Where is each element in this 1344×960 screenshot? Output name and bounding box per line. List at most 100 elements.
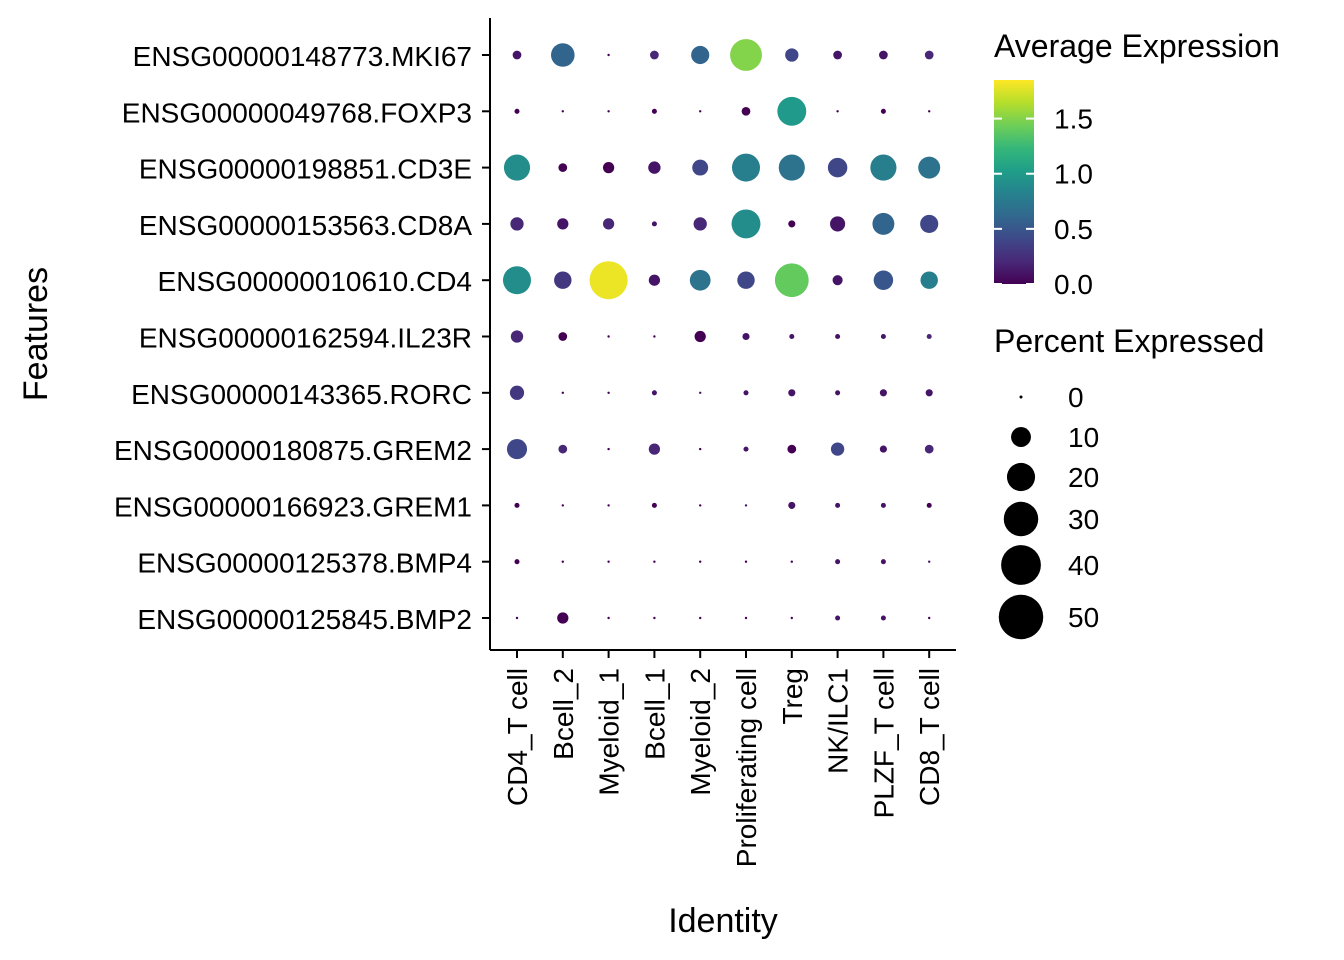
dot-point (512, 50, 522, 60)
dot-point (918, 156, 941, 179)
y-axis-title: Features (17, 267, 55, 401)
size-legend-dot (1006, 462, 1036, 492)
dot-point (924, 444, 934, 454)
color-legend-label: 0.5 (1054, 214, 1093, 245)
dot-point (790, 616, 793, 620)
dot-point (699, 616, 702, 620)
y-tick-label: ENSG00000198851.CD3E (139, 154, 472, 185)
size-legend-label: 20 (1068, 462, 1099, 493)
dot-point (558, 163, 568, 172)
dot-point (602, 218, 615, 230)
x-tick-label: Bcell_1 (639, 668, 670, 760)
size-legend-label: 50 (1068, 602, 1099, 633)
dot-point (607, 616, 610, 620)
dot-point (926, 333, 932, 340)
dot-point (778, 154, 805, 181)
dot-point (561, 504, 564, 507)
x-tick-label: Treg (777, 668, 808, 725)
plot-axes (489, 18, 956, 651)
dot-point (694, 330, 706, 343)
dot-point (561, 110, 564, 113)
dot-point (880, 615, 886, 621)
dot-point (699, 504, 702, 507)
dot-point (744, 504, 748, 507)
dot-point (506, 439, 528, 460)
x-tick-label: CD8_T cell (914, 668, 945, 806)
dot-point (558, 332, 568, 341)
dot-point (873, 270, 894, 290)
dot-point (788, 220, 796, 228)
dot-point (744, 560, 748, 563)
y-tick-label: ENSG00000143365.RORC (131, 379, 472, 410)
dot-point (880, 333, 886, 340)
dot-point (607, 504, 610, 507)
x-tick-label: Bcell_2 (548, 668, 579, 760)
dot-point (689, 269, 711, 291)
dot-point (833, 50, 842, 60)
dot-point (692, 159, 709, 176)
dot-point (589, 261, 628, 300)
dot-point (607, 560, 610, 563)
dot-point (777, 96, 807, 126)
dot-point (514, 108, 520, 114)
dot-point (879, 389, 887, 397)
dot-point (920, 214, 939, 233)
dot-point (835, 333, 841, 340)
x-tick-label: NK/ILC1 (823, 668, 854, 774)
dot-point (602, 161, 615, 174)
dot-point (651, 221, 657, 227)
dot-point (830, 442, 845, 456)
color-legend-title: Average Expression (994, 28, 1280, 64)
dot-point (699, 391, 702, 394)
dot-point (827, 157, 848, 178)
dot-point (731, 153, 761, 182)
dot-point (928, 616, 931, 620)
y-tick-label: ENSG00000049768.FOXP3 (122, 97, 472, 128)
dots-layer (502, 39, 941, 624)
dot-point (515, 616, 519, 620)
dot-point (510, 330, 524, 343)
x-axis-title: Identity (668, 902, 778, 940)
dot-point (742, 332, 750, 341)
dot-point (835, 559, 841, 565)
dot-point (788, 501, 796, 509)
x-tick-label: PLZF_T cell (868, 668, 899, 818)
size-legend-dot (998, 594, 1044, 640)
color-legend-label: 1.0 (1054, 159, 1093, 190)
dot-point (514, 559, 520, 565)
size-legend-label: 10 (1068, 422, 1099, 453)
dot-point (693, 217, 707, 231)
dot-point (648, 161, 661, 174)
y-tick-label: ENSG00000153563.CD8A (139, 210, 472, 241)
dot-point (880, 502, 886, 508)
dot-point (832, 275, 843, 286)
dot-point (509, 385, 525, 400)
dot-point (653, 616, 656, 620)
dot-point (699, 560, 702, 563)
color-legend-label: 1.5 (1054, 104, 1093, 135)
x-tick-label: Proliferating cell (731, 668, 762, 867)
dot-point (550, 43, 575, 67)
dot-point (561, 560, 564, 563)
dot-point (607, 335, 610, 338)
y-tick-label: ENSG00000162594.IL23R (139, 323, 472, 354)
dot-point (651, 108, 657, 114)
dot-point (928, 110, 931, 113)
x-ticks: CD4_T cell Bcell_2 Myeloid_1 Bcell_1 Myeloid… (502, 650, 945, 867)
dot-point (557, 612, 569, 624)
dot-point (653, 335, 656, 338)
dot-point (920, 271, 938, 289)
dot-point (651, 502, 657, 508)
size-legend-label: 30 (1068, 504, 1099, 535)
dot-point (651, 390, 657, 396)
dot-point (870, 154, 897, 181)
dot-point (561, 391, 564, 394)
y-tick-label: ENSG00000148773.MKI67 (133, 41, 472, 72)
dot-point (787, 444, 797, 454)
size-legend-label: 0 (1068, 382, 1084, 413)
dot-point (879, 50, 888, 60)
dot-point (510, 217, 524, 231)
dot-point (554, 271, 572, 289)
size-legend-label: 40 (1068, 550, 1099, 581)
dot-point (699, 110, 702, 113)
